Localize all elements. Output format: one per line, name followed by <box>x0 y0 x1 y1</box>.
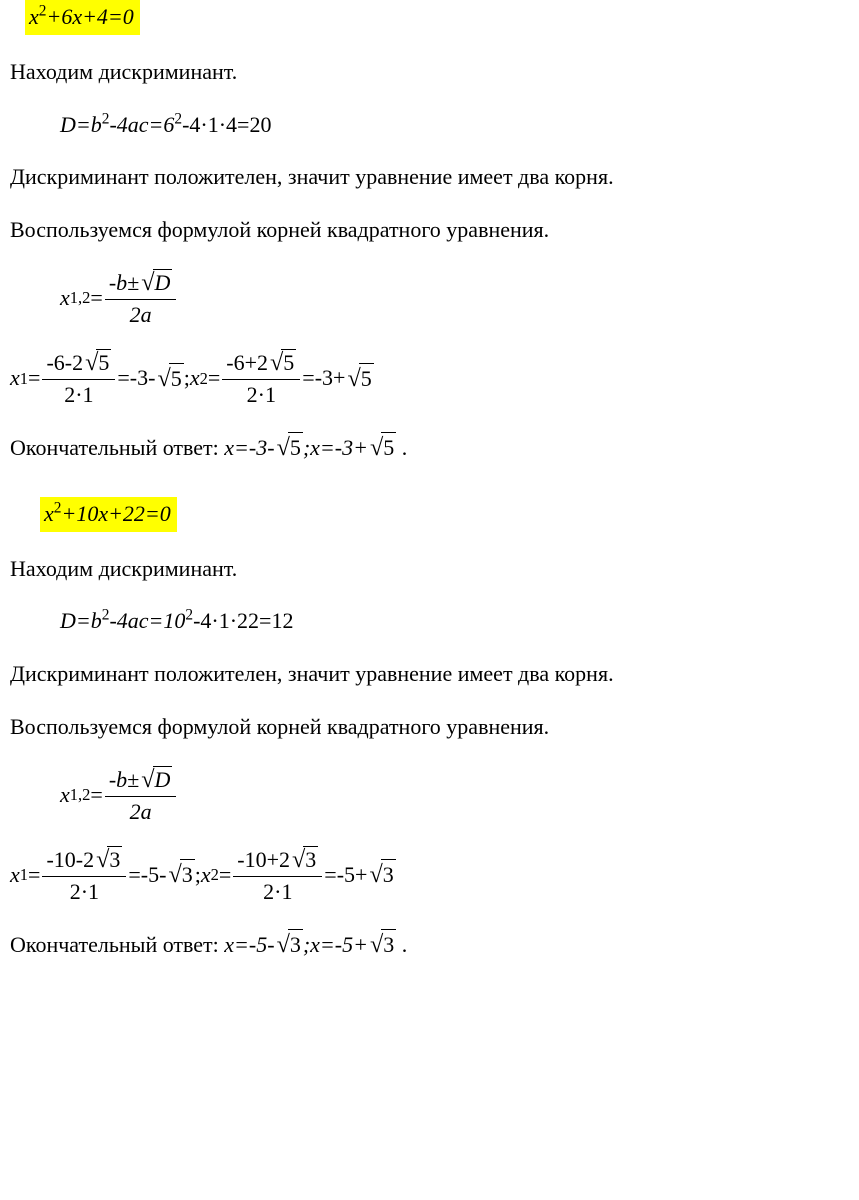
p1-rf-frac: -b± D 2a <box>105 268 177 328</box>
p2-r1-den: 2·1 <box>42 877 126 905</box>
sqrt-icon: 3 <box>94 845 122 874</box>
p1-rf-num-rad: D <box>153 269 173 296</box>
eq2-var: x <box>44 501 54 526</box>
p2-final-x2: x=-5+ <box>310 932 368 957</box>
p2-r2-tail-rad: 3 <box>381 859 396 891</box>
p2-final-r1: 3 <box>288 929 303 961</box>
sqrt-icon: 3 <box>368 928 396 962</box>
sqrt-icon: 3 <box>290 845 318 874</box>
p2-final-label: Окончательный ответ: <box>10 932 224 957</box>
p1-r1-tail-rad: 5 <box>169 363 184 395</box>
p2-final-r2: 3 <box>381 929 396 961</box>
p2-roots-formula: x 1,2 = -b±D 2a <box>60 765 854 825</box>
p1-r1-eq2: =-3- <box>117 363 155 394</box>
p1-disc-exp2: 2 <box>174 110 182 127</box>
p2-r2-x: x <box>201 860 211 891</box>
sqrt-icon: D <box>139 268 172 297</box>
sqrt-icon: 5 <box>275 431 303 465</box>
p1-use-formula: Воспользуемся формулой корней квадратног… <box>10 215 854 246</box>
p2-final-dot: . <box>396 932 407 957</box>
p1-r2-num-pre: -6+2 <box>226 350 268 375</box>
sqrt-icon: 5 <box>155 362 183 396</box>
p1-r1-den: 2·1 <box>42 380 115 408</box>
sqrt-icon: 5 <box>83 348 111 377</box>
p2-rf-num-rad: D <box>153 766 173 793</box>
p2-r1-x: x <box>10 860 20 891</box>
p2-use-formula: Воспользуемся формулой корней квадратног… <box>10 712 854 743</box>
p1-disc-mid: -4ac=6 <box>109 112 174 137</box>
p2-r2-den: 2·1 <box>233 877 322 905</box>
p1-r2-x: x <box>190 363 200 394</box>
equation-2-highlight: x2+10x+22=0 <box>40 497 177 532</box>
p1-r2-eq: = <box>208 363 220 394</box>
sqrt-icon: 5 <box>345 362 373 396</box>
p1-r1-x: x <box>10 363 20 394</box>
sqrt-icon: 3 <box>367 858 395 892</box>
p1-rf-eq: = <box>90 283 102 314</box>
p1-rf-den: 2a <box>105 300 177 328</box>
p1-find-discriminant: Находим дискриминант. <box>10 57 854 88</box>
p2-r1-tail-rad: 3 <box>180 859 195 891</box>
p2-r1-eq2: =-5- <box>128 860 166 891</box>
sqrt-icon: 5 <box>268 348 296 377</box>
p2-rf-frac: -b± D 2a <box>105 765 177 825</box>
sqrt-icon: 5 <box>368 431 396 465</box>
equation-1-highlight: x2+6x+4=0 <box>25 0 140 35</box>
p2-rf-eq: = <box>90 780 102 811</box>
p2-disc-a: D=b <box>60 608 102 633</box>
p1-final-x1: x=-3- <box>224 435 274 460</box>
p2-r1-num-rad: 3 <box>107 846 122 873</box>
eq2-rest: +10x+22=0 <box>61 501 170 526</box>
p2-r1-eq: = <box>28 860 40 891</box>
p2-r2-frac: -10+2 3 2·1 <box>233 845 322 905</box>
p1-rf-num-pre: -b± <box>109 270 139 295</box>
p1-final-r2: 5 <box>381 432 396 464</box>
sqrt-icon: 3 <box>166 858 194 892</box>
p2-disc-tail: -4·1·22=12 <box>193 608 293 633</box>
p1-discriminant-formula: D=b2-4ac=62-4·1·4=20 <box>60 110 854 141</box>
p1-roots-values: x 1 = -6-25 2·1 =-3- 5 ; x 2 = -6+25 2·1… <box>10 348 854 408</box>
p2-roots-values: x 1 = -10-23 2·1 =-5- 3 ; x 2 = -10+23 2… <box>10 845 854 905</box>
p2-r1-frac: -10-2 3 2·1 <box>42 845 126 905</box>
p1-final-answer: Окончательный ответ: x=-3-5;x=-3+5 . <box>10 431 854 465</box>
p1-r1-num-rad: 5 <box>96 349 111 376</box>
p1-r2-frac: -6+2 5 2·1 <box>222 348 300 408</box>
p1-disc-tail: -4·1·4=20 <box>182 112 271 137</box>
p2-final-answer: Окончательный ответ: x=-5-3;x=-5+3 . <box>10 928 854 962</box>
p1-final-x2: x=-3+ <box>310 435 368 460</box>
p2-r2-num-rad: 3 <box>303 846 318 873</box>
sqrt-icon: 3 <box>275 928 303 962</box>
p2-r2-eq2: =-5+ <box>324 860 367 891</box>
p1-roots-formula: x 1,2 = -b±D 2a <box>60 268 854 328</box>
p2-rf-den: 2a <box>105 797 177 825</box>
p1-final-label: Окончательный ответ: <box>10 435 224 460</box>
p1-final-dot: . <box>396 435 407 460</box>
p2-disc-mid: -4ac=10 <box>109 608 185 633</box>
eq1-rest: +6x+4=0 <box>46 4 133 29</box>
p2-discriminant-formula: D=b2-4ac=102-4·1·22=12 <box>60 606 854 637</box>
eq1-var: x <box>29 4 39 29</box>
p2-find-discriminant: Находим дискриминант. <box>10 554 854 585</box>
p1-r2-den: 2·1 <box>222 380 300 408</box>
p1-rf-x: x <box>60 283 70 314</box>
p2-rf-x: x <box>60 780 70 811</box>
p1-final-r1: 5 <box>288 432 303 464</box>
p2-rf-num-pre: -b± <box>109 767 139 792</box>
p2-disc-positive: Дискриминант положителен, значит уравнен… <box>10 659 854 690</box>
p2-final-x1: x=-5- <box>224 932 274 957</box>
p1-r1-frac: -6-2 5 2·1 <box>42 348 115 408</box>
p1-r2-num-rad: 5 <box>281 349 296 376</box>
p2-r1-num-pre: -10-2 <box>46 847 94 872</box>
p2-disc-exp2: 2 <box>185 607 193 624</box>
p1-r1-num-pre: -6-2 <box>46 350 83 375</box>
p1-r2-eq2: =-3+ <box>302 363 345 394</box>
p1-r1-eq: = <box>28 363 40 394</box>
p1-r2-tail-rad: 5 <box>359 363 374 395</box>
p2-r2-num-pre: -10+2 <box>237 847 290 872</box>
p1-disc-positive: Дискриминант положителен, значит уравнен… <box>10 162 854 193</box>
p2-r2-eq: = <box>219 860 231 891</box>
sqrt-icon: D <box>139 765 172 794</box>
p1-disc-a: D=b <box>60 112 102 137</box>
